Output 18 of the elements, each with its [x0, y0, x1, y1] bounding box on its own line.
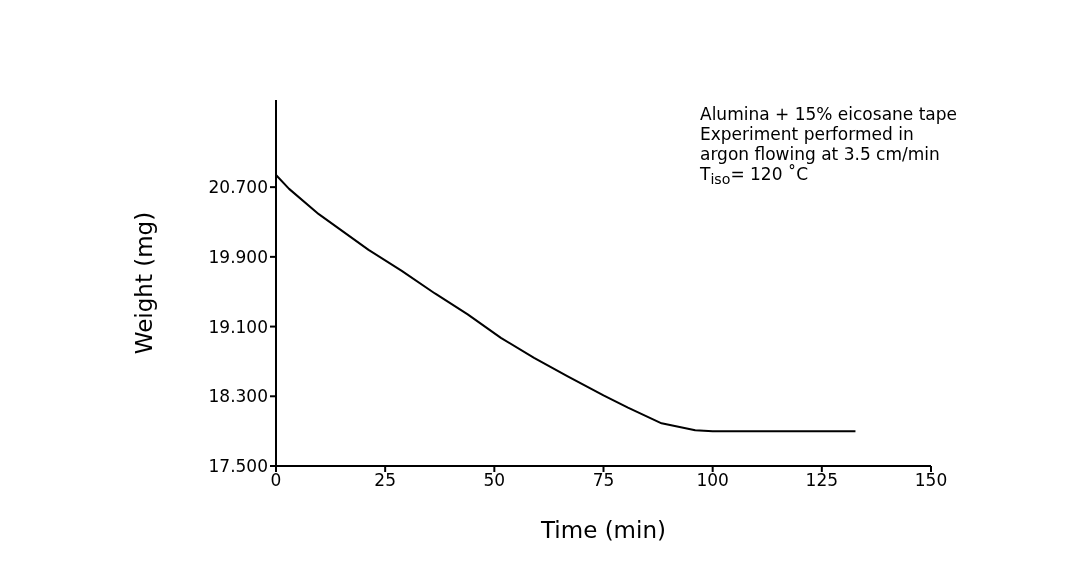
x-tick-label: 100 [696, 470, 729, 491]
x-tick-label: 75 [592, 470, 615, 491]
annotation: Alumina + 15% eicosane tape [700, 104, 958, 124]
x-tick-label: 125 [805, 470, 839, 491]
x-tick-label: 150 [914, 470, 948, 491]
y-tick-label: 17.500 [208, 456, 268, 477]
y-tick-label: 18.300 [208, 386, 268, 407]
y-tick-label: 20.700 [208, 177, 268, 198]
annotation: Experiment performed in [700, 124, 915, 144]
annotation: argon flowing at 3.5 cm/min [700, 144, 941, 164]
x-tick-label: 25 [374, 470, 396, 491]
x-tick-label: 0 [270, 470, 282, 491]
y-tick-label: 19.100 [208, 316, 268, 337]
y-axis-title: Weight (mg) [131, 211, 158, 355]
x-axis-title: Time (min) [540, 517, 666, 543]
y-tick-label: 19.900 [208, 246, 268, 267]
annotation: T$_{iso}$= 120 ˚C [700, 164, 809, 190]
x-tick-label: 50 [483, 470, 506, 491]
